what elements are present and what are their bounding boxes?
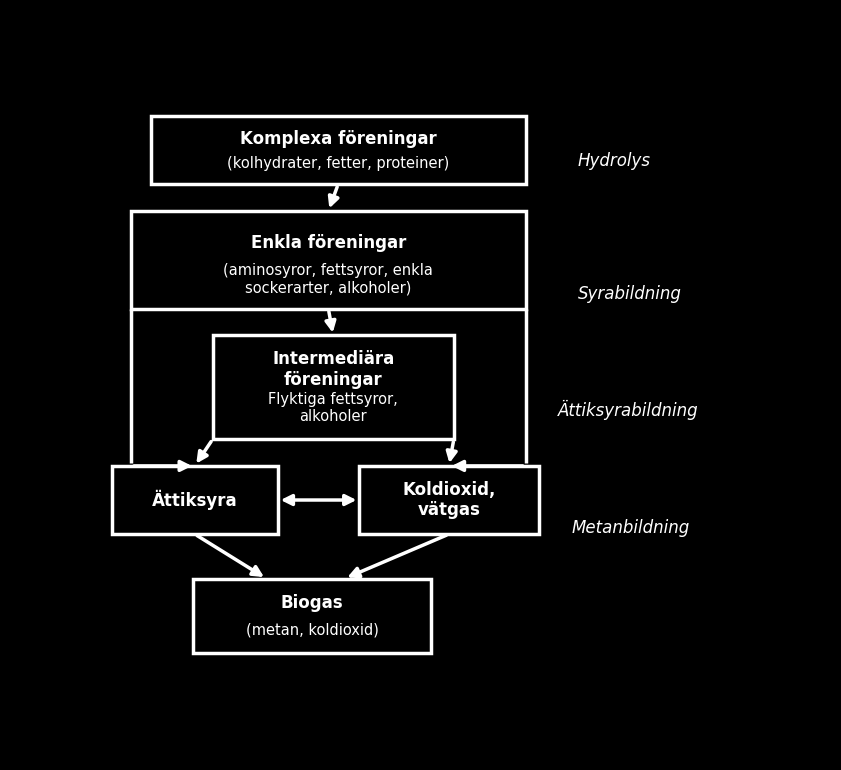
Text: Flyktiga fettsyror,
alkoholer: Flyktiga fettsyror, alkoholer — [268, 392, 398, 424]
FancyBboxPatch shape — [193, 578, 431, 653]
Text: Hydrolys: Hydrolys — [578, 152, 651, 169]
FancyBboxPatch shape — [213, 336, 454, 439]
Text: Ättiksyrabildning: Ättiksyrabildning — [558, 400, 699, 420]
FancyBboxPatch shape — [131, 211, 526, 309]
Text: (aminosyror, fettsyror, enkla
sockerarter, alkoholer): (aminosyror, fettsyror, enkla sockerarte… — [224, 263, 433, 296]
Text: Intermediära
föreningar: Intermediära föreningar — [272, 350, 394, 389]
Text: (kolhydrater, fetter, proteiner): (kolhydrater, fetter, proteiner) — [227, 156, 449, 172]
Text: Metanbildning: Metanbildning — [571, 519, 690, 537]
Text: Biogas: Biogas — [281, 594, 343, 612]
Text: (metan, koldioxid): (metan, koldioxid) — [246, 623, 378, 638]
Text: Komplexa föreningar: Komplexa föreningar — [240, 129, 436, 148]
Text: Enkla föreningar: Enkla föreningar — [251, 234, 406, 253]
FancyBboxPatch shape — [359, 466, 538, 534]
Text: Ättiksyra: Ättiksyra — [152, 490, 237, 511]
Text: Koldioxid,
vätgas: Koldioxid, vätgas — [402, 480, 495, 520]
FancyBboxPatch shape — [112, 466, 278, 534]
Text: Syrabildning: Syrabildning — [578, 285, 681, 303]
FancyBboxPatch shape — [151, 116, 526, 184]
